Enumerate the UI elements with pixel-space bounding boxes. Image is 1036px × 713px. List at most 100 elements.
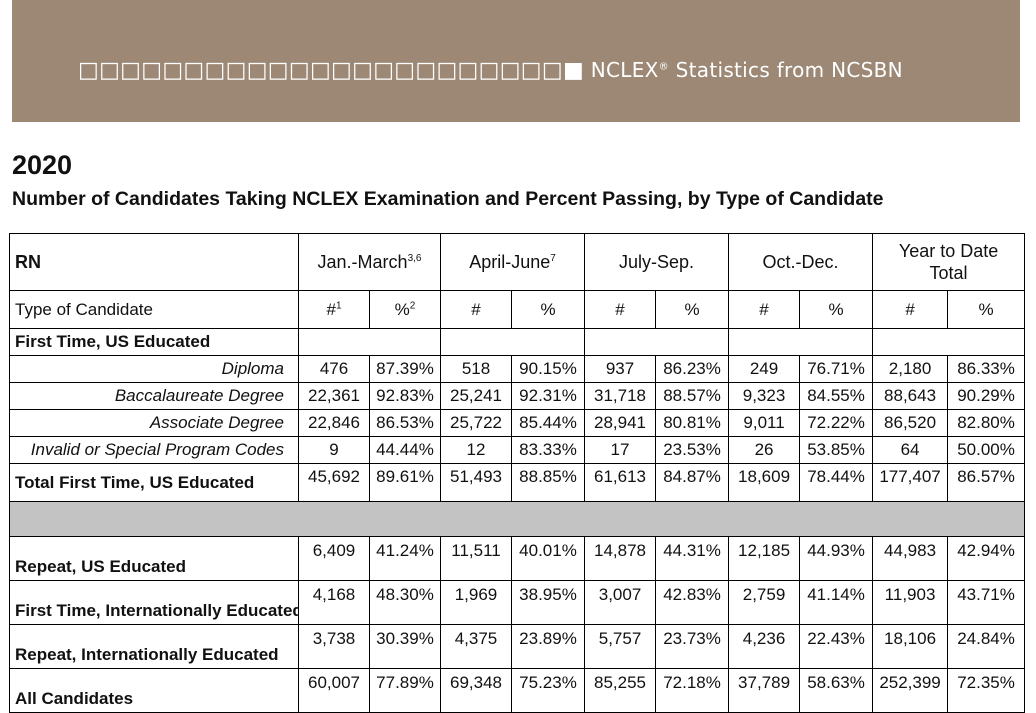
value-cell: 22,846 <box>298 409 370 437</box>
value-cell: 37,789 <box>728 668 801 713</box>
period-header: Oct.-Dec. <box>728 233 874 291</box>
value-cell: 12,185 <box>728 536 801 581</box>
period-header: Jan.-March3,6 <box>298 233 441 291</box>
column-header-label: % <box>978 299 994 319</box>
value-cell: 9,011 <box>728 409 801 437</box>
value-cell: 90.29% <box>947 382 1026 410</box>
value-cell: 18,609 <box>728 463 801 502</box>
value-cell: 23.73% <box>655 624 730 669</box>
column-header: % <box>655 290 730 329</box>
row-label: Repeat, US Educated <box>9 536 299 581</box>
value-cell: 44.31% <box>655 536 730 581</box>
value-cell: 51,493 <box>440 463 512 502</box>
value-cell: 476 <box>298 355 370 383</box>
value-cell: 23.89% <box>510 624 586 669</box>
value-cell: 88.85% <box>510 463 586 502</box>
value-cell: 38.95% <box>510 580 586 625</box>
value-cell: 86.23% <box>655 355 730 383</box>
value-cell: 87.39% <box>369 355 441 383</box>
value-cell: 937 <box>584 355 657 383</box>
column-header: #1 <box>298 290 370 329</box>
value-cell: 28,941 <box>584 409 657 437</box>
empty-cell <box>728 328 874 356</box>
total-row: Total First Time, US Educated 45,692 89.61… <box>9 463 1026 502</box>
type-of-candidate-header: Type of Candidate <box>9 290 299 329</box>
value-cell: 2,759 <box>728 580 801 625</box>
value-cell: 48.30% <box>369 580 441 625</box>
value-cell: 5,757 <box>584 624 657 669</box>
value-cell: 60,007 <box>298 668 370 713</box>
column-header-label: % <box>540 299 556 319</box>
value-cell: 22.43% <box>799 624 874 669</box>
column-header: % <box>510 290 586 329</box>
banner-title: □□□□□□□□□□□□□□□□□□□□□□□■ NCLEX® Statisti… <box>78 58 903 83</box>
table-row: Invalid or Special Program Codes 9 44.44% 1… <box>9 436 1026 464</box>
value-cell: 50.00% <box>947 436 1026 464</box>
table-row: All Candidates 60,007 77.89% 69,348 75.23% 85… <box>9 668 1026 713</box>
value-cell: 40.01% <box>510 536 586 581</box>
column-header: % <box>947 290 1026 329</box>
column-header-label: # <box>615 299 625 319</box>
value-cell: 92.31% <box>510 382 586 410</box>
row-label: Invalid or Special Program Codes <box>9 436 299 464</box>
column-footnote: 1 <box>335 299 342 311</box>
value-cell: 44.44% <box>369 436 441 464</box>
period-header: July-Sep. <box>584 233 730 291</box>
value-cell: 41.24% <box>369 536 441 581</box>
value-cell: 83.33% <box>510 436 586 464</box>
value-cell: 80.81% <box>655 409 730 437</box>
value-cell: 4,375 <box>440 624 512 669</box>
banner-text-suffix: Statistics from NCSBN <box>668 58 903 82</box>
value-cell: 30.39% <box>369 624 441 669</box>
column-header-label: # <box>905 299 915 319</box>
empty-cell <box>872 328 1026 356</box>
value-cell: 26 <box>728 436 801 464</box>
value-cell: 89.61% <box>369 463 441 502</box>
table-row: First Time, Internationally Educated 4,16… <box>9 580 1026 625</box>
value-cell: 25,722 <box>440 409 512 437</box>
value-cell: 41.14% <box>799 580 874 625</box>
value-cell: 249 <box>728 355 801 383</box>
value-cell: 72.22% <box>799 409 874 437</box>
column-footnote: 2 <box>409 299 416 311</box>
value-cell: 3,738 <box>298 624 370 669</box>
period-footnote: 3,6 <box>407 252 422 264</box>
value-cell: 12 <box>440 436 512 464</box>
value-cell: 72.35% <box>947 668 1026 713</box>
column-header: # <box>584 290 657 329</box>
empty-cell <box>584 328 730 356</box>
banner-text-prefix: NCLEX <box>590 58 659 82</box>
value-cell: 518 <box>440 355 512 383</box>
value-cell: 92.83% <box>369 382 441 410</box>
value-cell: 85,255 <box>584 668 657 713</box>
candidates-table: RN Jan.-March3,6 April-June7 July-Sep. Oct.-… <box>8 233 1026 713</box>
row-label: Total First Time, US Educated <box>9 463 299 502</box>
value-cell: 76.71% <box>799 355 874 383</box>
value-cell: 4,236 <box>728 624 801 669</box>
value-cell: 72.18% <box>655 668 730 713</box>
value-cell: 9,323 <box>728 382 801 410</box>
row-label: Baccalaureate Degree <box>9 382 299 410</box>
header-banner: □□□□□□□□□□□□□□□□□□□□□□□■ NCLEX® Statisti… <box>12 0 1020 122</box>
value-cell: 86.57% <box>947 463 1026 502</box>
period-footnote: 7 <box>550 252 556 264</box>
column-header: # <box>872 290 949 329</box>
banner-reg-mark: ® <box>658 61 669 73</box>
value-cell: 24.84% <box>947 624 1026 669</box>
period-label: April-June <box>469 251 551 272</box>
period-header: April-June7 <box>439 233 586 291</box>
value-cell: 88,643 <box>872 382 949 410</box>
value-cell: 69,348 <box>440 668 512 713</box>
group-label: First Time, US Educated <box>9 328 299 356</box>
value-cell: 64 <box>872 436 949 464</box>
row-label: All Candidates <box>9 668 299 713</box>
column-header: %2 <box>369 290 441 329</box>
table-row: Associate Degree 22,846 86.53% 25,722 85.44%… <box>9 409 1026 437</box>
banner-squares: □□□□□□□□□□□□□□□□□□□□□□□ <box>78 58 563 83</box>
period-header: Year to Date Total <box>872 233 1026 291</box>
value-cell: 23.53% <box>655 436 730 464</box>
column-header-label: % <box>684 299 700 319</box>
value-cell: 90.15% <box>510 355 586 383</box>
value-cell: 3,007 <box>584 580 657 625</box>
value-cell: 84.87% <box>655 463 730 502</box>
